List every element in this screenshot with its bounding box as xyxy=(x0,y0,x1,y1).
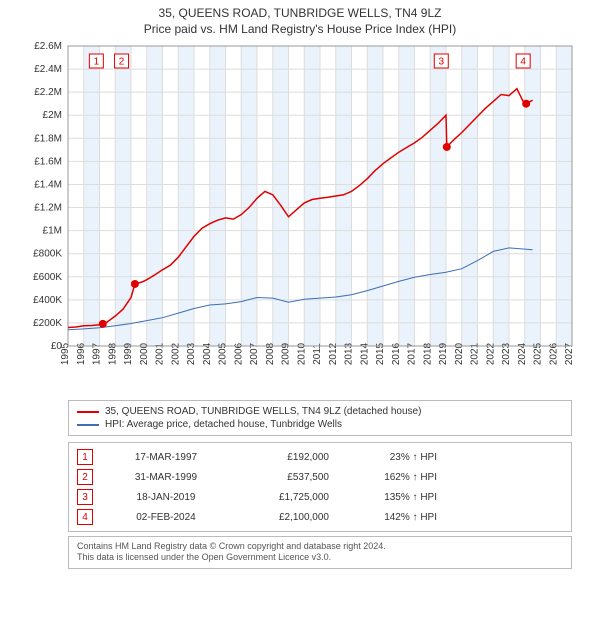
sale-pct-vs-hpi: 162% ↑ HPI xyxy=(347,472,437,483)
sale-marker: 3 xyxy=(77,489,93,505)
sale-marker: 4 xyxy=(77,509,93,525)
sale-marker: 1 xyxy=(77,449,93,465)
svg-text:£1M: £1M xyxy=(43,226,62,237)
sale-price: £2,100,000 xyxy=(239,512,329,523)
title-subtitle: Price paid vs. HM Land Registry's House … xyxy=(0,22,600,36)
chart-area: £0£200K£400K£600K£800K£1M£1.2M£1.4M£1.6M… xyxy=(0,36,600,396)
svg-text:£1.2M: £1.2M xyxy=(34,203,62,214)
line-chart: £0£200K£400K£600K£800K£1M£1.2M£1.4M£1.6M… xyxy=(0,36,600,396)
sale-date: 18-JAN-2019 xyxy=(111,492,221,503)
legend-label: 35, QUEENS ROAD, TUNBRIDGE WELLS, TN4 9L… xyxy=(105,406,421,417)
svg-text:£600K: £600K xyxy=(33,272,62,283)
table-row: 2 31-MAR-1999 £537,500 162% ↑ HPI xyxy=(77,467,563,487)
svg-text:2: 2 xyxy=(119,57,125,68)
legend: 35, QUEENS ROAD, TUNBRIDGE WELLS, TN4 9L… xyxy=(68,400,572,436)
svg-text:£1.8M: £1.8M xyxy=(34,133,62,144)
legend-swatch xyxy=(77,424,99,426)
legend-swatch xyxy=(77,411,99,413)
svg-text:£1.6M: £1.6M xyxy=(34,156,62,167)
svg-text:£2M: £2M xyxy=(43,110,62,121)
table-row: 4 02-FEB-2024 £2,100,000 142% ↑ HPI xyxy=(77,507,563,527)
sale-price: £1,725,000 xyxy=(239,492,329,503)
sale-pct-vs-hpi: 135% ↑ HPI xyxy=(347,492,437,503)
svg-text:4: 4 xyxy=(520,57,526,68)
legend-label: HPI: Average price, detached house, Tunb… xyxy=(105,419,342,430)
svg-text:£400K: £400K xyxy=(33,295,62,306)
sale-pct-vs-hpi: 142% ↑ HPI xyxy=(347,512,437,523)
sale-date: 02-FEB-2024 xyxy=(111,512,221,523)
legend-item: 35, QUEENS ROAD, TUNBRIDGE WELLS, TN4 9L… xyxy=(77,405,563,418)
licence-note: Contains HM Land Registry data © Crown c… xyxy=(68,536,572,569)
svg-text:3: 3 xyxy=(438,57,444,68)
chart-titles: 35, QUEENS ROAD, TUNBRIDGE WELLS, TN4 9L… xyxy=(0,0,600,36)
svg-text:£2.6M: £2.6M xyxy=(34,41,62,52)
sales-table: 1 17-MAR-1997 £192,000 23% ↑ HPI 2 31-MAR-199… xyxy=(68,442,572,532)
sale-price: £537,500 xyxy=(239,472,329,483)
legend-item: HPI: Average price, detached house, Tunb… xyxy=(77,418,563,431)
svg-text:£1.4M: £1.4M xyxy=(34,179,62,190)
sale-marker: 2 xyxy=(77,469,93,485)
licence-line2: This data is licensed under the Open Gov… xyxy=(77,552,563,563)
title-address: 35, QUEENS ROAD, TUNBRIDGE WELLS, TN4 9L… xyxy=(0,6,600,20)
sale-date: 17-MAR-1997 xyxy=(111,452,221,463)
sale-price: £192,000 xyxy=(239,452,329,463)
table-row: 1 17-MAR-1997 £192,000 23% ↑ HPI xyxy=(77,447,563,467)
table-row: 3 18-JAN-2019 £1,725,000 135% ↑ HPI xyxy=(77,487,563,507)
svg-text:£2.2M: £2.2M xyxy=(34,87,62,98)
sale-pct-vs-hpi: 23% ↑ HPI xyxy=(347,452,437,463)
svg-text:£200K: £200K xyxy=(33,318,62,329)
sale-date: 31-MAR-1999 xyxy=(111,472,221,483)
svg-text:£800K: £800K xyxy=(33,249,62,260)
licence-line1: Contains HM Land Registry data © Crown c… xyxy=(77,541,563,552)
svg-text:£2.4M: £2.4M xyxy=(34,64,62,75)
svg-text:1: 1 xyxy=(94,57,100,68)
